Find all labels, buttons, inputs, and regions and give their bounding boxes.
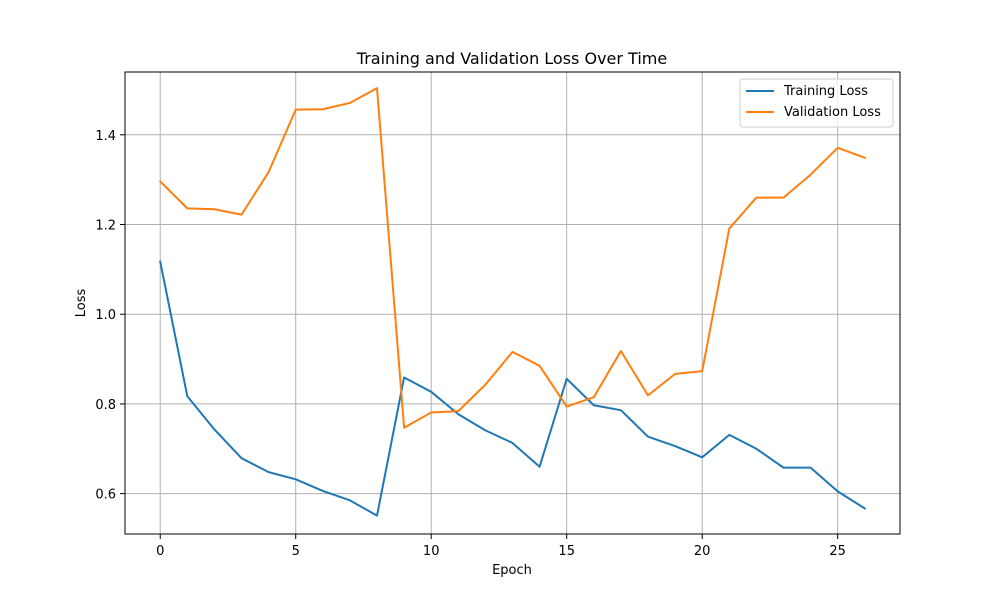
x-axis-ticks: 0 5 10 15 20 25 <box>156 534 846 559</box>
legend-label-training-loss: Training Loss <box>783 84 868 99</box>
y-tick-label: 1.2 <box>95 219 116 234</box>
y-tick-label: 1.0 <box>95 308 116 323</box>
x-tick-label: 5 <box>292 544 300 559</box>
grid <box>125 72 900 534</box>
series-line-training-loss <box>159 260 867 517</box>
x-tick-label: 15 <box>558 544 575 559</box>
series-lines <box>158 87 867 517</box>
y-axis-label: Loss <box>74 289 89 318</box>
legend: Training Loss Validation Loss <box>739 78 894 128</box>
x-axis-label: Epoch <box>492 563 532 578</box>
x-tick-label: 25 <box>829 544 846 559</box>
legend-label-validation-loss: Validation Loss <box>784 105 881 120</box>
y-tick-label: 0.6 <box>95 488 116 503</box>
chart-title: Training and Validation Loss Over Time <box>356 49 667 68</box>
y-axis-ticks: 0.6 0.8 1.0 1.2 1.4 <box>95 129 125 503</box>
plot-frame <box>124 71 901 535</box>
x-tick-label: 20 <box>694 544 711 559</box>
x-tick-label: 0 <box>156 544 164 559</box>
x-tick-label: 10 <box>423 544 440 559</box>
series-line-validation-loss <box>158 87 867 429</box>
plot-area <box>125 72 900 534</box>
y-tick-label: 1.4 <box>95 129 116 144</box>
y-tick-label: 0.8 <box>95 398 116 413</box>
legend-box <box>739 78 894 128</box>
